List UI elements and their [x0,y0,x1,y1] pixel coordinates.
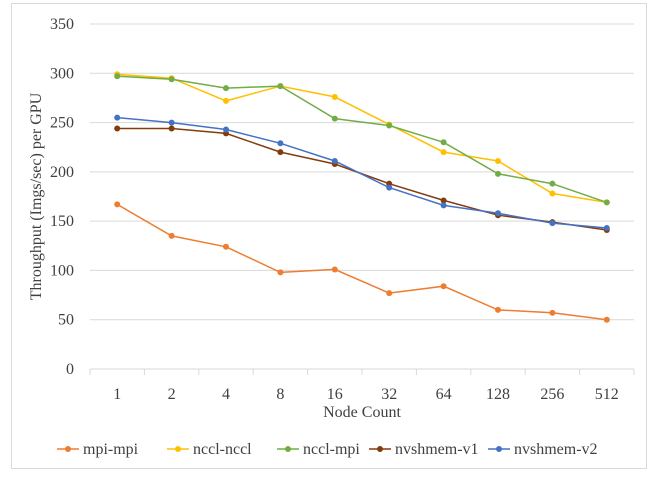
data-point [277,149,284,156]
data-point [277,140,284,147]
y-tick-label: 350 [50,16,74,33]
data-point [440,139,447,146]
data-point [495,170,501,177]
legend-swatch-marker [377,446,383,452]
legend-swatch-marker [175,446,181,452]
data-point [114,114,121,121]
data-point [331,93,338,100]
data-point [168,76,175,83]
legend-label: mpi-mpi [83,441,139,458]
y-tick-label: 50 [58,312,74,329]
data-point [223,243,229,250]
legend: mpi-mpi nccl-nccl nccl-mpi nvshmem-v1 nvshme… [57,441,598,458]
gridlines [90,23,634,321]
legend-item-nccl-nccl: nccl-nccl [167,441,252,458]
x-tick-label: 1 [113,386,121,403]
data-point [277,83,284,90]
legend-item-mpi-mpi: mpi-mpi [57,441,139,458]
x-tick-label: 32 [381,386,397,403]
x-tick-label: 16 [327,386,343,403]
data-point [549,220,556,227]
data-point [114,73,121,80]
data-point [549,180,556,187]
y-axis-ticks: 0 50 100 150 200 250 300 350 [50,16,74,378]
data-point [168,232,175,239]
x-tick-label: 64 [436,386,452,403]
series-nccl-nccl [114,71,610,206]
data-point [440,202,447,209]
y-tick-label: 0 [66,361,74,378]
data-point [331,266,338,273]
data-point [331,115,338,122]
series-line [116,203,607,321]
y-tick-label: 100 [50,262,74,279]
data-point [495,210,501,217]
series-line [117,127,607,231]
data-point [440,197,447,204]
x-tick-label: 4 [222,386,230,403]
x-axis-title: Node Count [323,404,401,421]
data-point [168,125,175,132]
legend-swatch-marker [285,446,291,452]
legend-label: nccl-mpi [303,441,360,458]
x-tick-label: 2 [168,386,176,403]
legend-label: nvshmem-v2 [514,441,598,458]
data-point [277,269,284,276]
series-line [117,116,607,229]
x-tick-label: 256 [540,386,564,403]
legend-swatch-marker [65,446,71,452]
y-tick-label: 250 [50,115,74,132]
legend-item-nvshmem-v1: nvshmem-v1 [369,441,479,458]
legend-label: nccl-nccl [193,441,252,458]
legend-item-nccl-mpi: nccl-mpi [277,441,360,458]
data-point [386,184,393,191]
y-tick-label: 300 [50,65,74,82]
data-point [386,290,393,297]
data-point [603,199,610,206]
series-line [117,73,607,204]
x-tick-label: 512 [595,386,619,403]
series-nccl-mpi [114,73,610,206]
series-line [117,75,608,204]
data-point [495,306,501,313]
series-nvshmem-v2 [114,114,610,232]
data-point [223,126,229,133]
x-tick-label: 128 [486,386,510,403]
data-point [386,122,393,129]
data-point [168,119,175,126]
series-mpi-mpi [114,201,610,323]
data-point [603,225,610,232]
data-point [603,316,610,323]
y-tick-label: 200 [50,164,74,181]
x-tick-label: 8 [276,386,284,403]
chart-frame [11,3,647,469]
legend-label: nvshmem-v1 [395,441,479,458]
data-point [331,158,338,165]
data-point [549,190,556,197]
data-point [223,85,229,92]
legend-item-nvshmem-v2: nvshmem-v2 [488,441,598,458]
series-nvshmem-v1 [114,125,610,234]
data-point [114,125,121,132]
y-tick-label: 150 [50,213,74,230]
legend-swatch-marker [496,446,502,452]
data-point [440,149,447,156]
data-point [440,283,447,290]
series-layer [114,71,610,323]
data-point [223,97,229,104]
x-axis-ticks: 1 2 4 8 16 32 64 128 256 512 [89,369,635,403]
data-point [114,201,121,208]
data-point [549,309,556,316]
data-point [495,158,501,165]
y-axis-title: Throughput (Imgs/sec) per GPU [28,92,45,300]
